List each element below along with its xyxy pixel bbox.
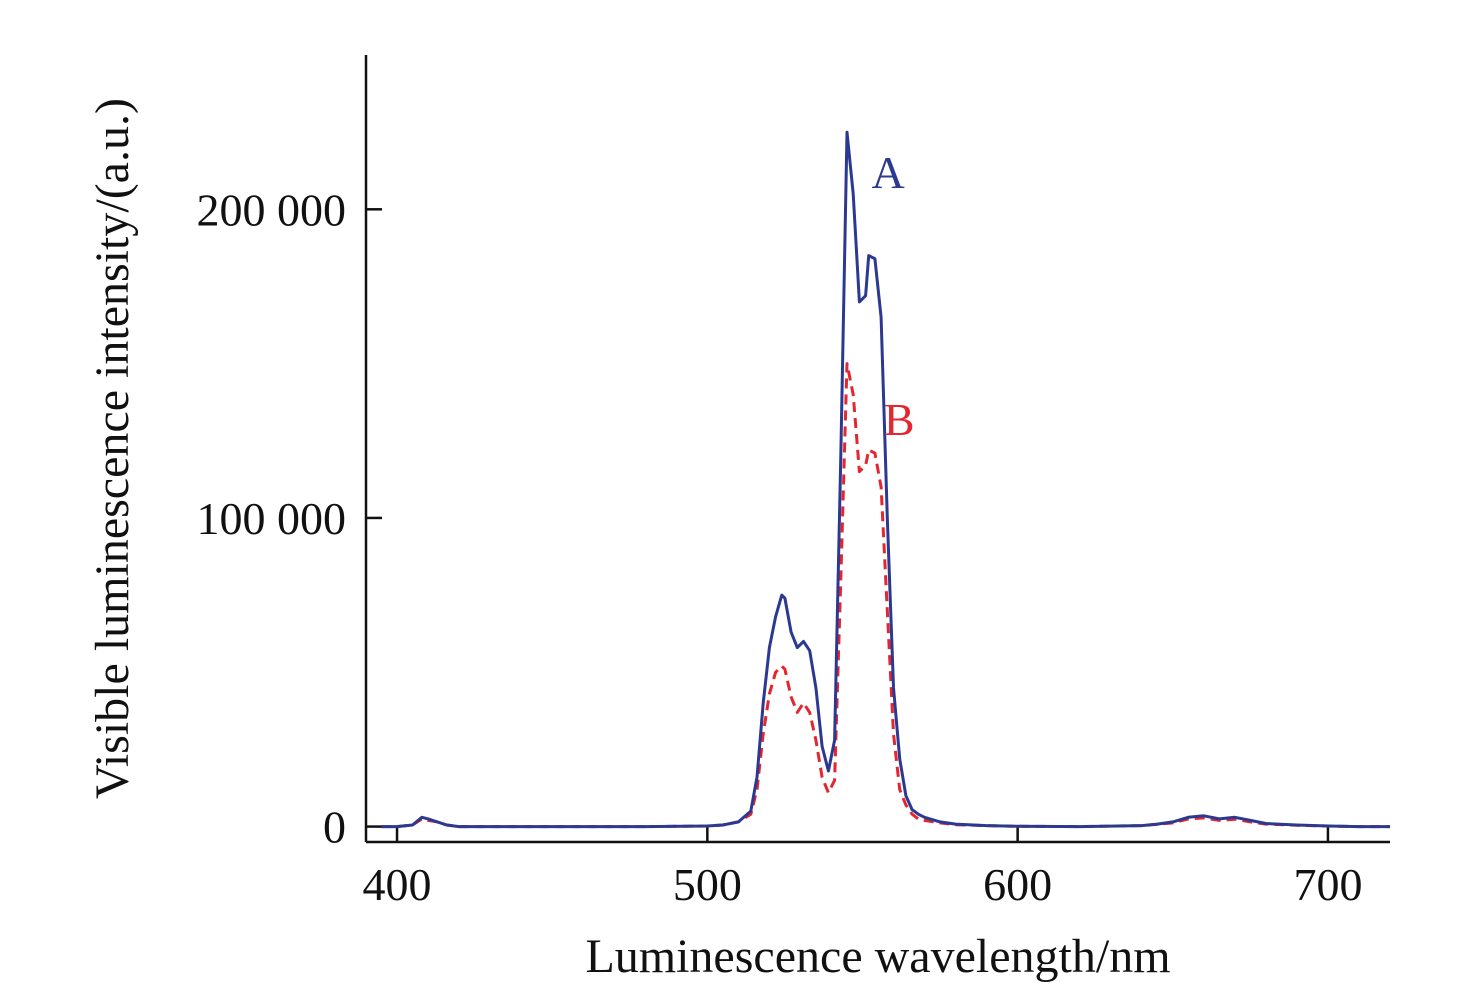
y-tick-label: 0 <box>323 802 346 853</box>
x-tick-label: 400 <box>363 859 432 910</box>
x-tick-label: 700 <box>1293 859 1362 910</box>
x-tick-label: 500 <box>673 859 742 910</box>
x-tick-label: 600 <box>983 859 1052 910</box>
series-labels: AB <box>871 147 914 445</box>
series-layer <box>381 130 1390 829</box>
axes <box>364 55 1390 844</box>
y-tick-label: 100 000 <box>197 493 347 544</box>
y-tick-label: 200 000 <box>197 184 347 235</box>
series-line-A <box>381 130 1390 829</box>
series-label-B: B <box>884 394 915 445</box>
x-axis-title: Luminescence wavelength/nm <box>585 930 1170 983</box>
series-label-A: A <box>871 147 904 198</box>
ticks: 400 500 600 700 0 100 000 200 000 <box>197 184 1363 910</box>
y-axis-title: Visible luminescence intensity/(a.u.) <box>86 98 139 799</box>
